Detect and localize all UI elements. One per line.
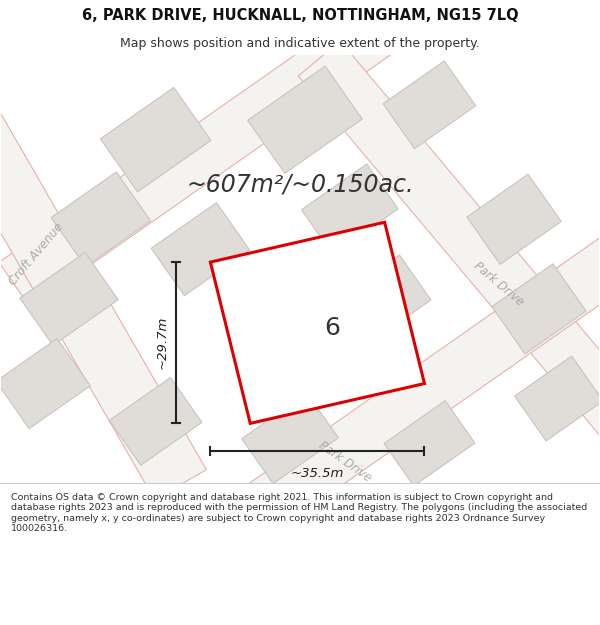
Text: ~35.5m: ~35.5m	[291, 467, 344, 479]
Polygon shape	[51, 172, 151, 267]
Text: Croft Avenue: Croft Avenue	[7, 221, 66, 288]
Text: Map shows position and indicative extent of the property.: Map shows position and indicative extent…	[120, 38, 480, 51]
Polygon shape	[384, 401, 475, 486]
Polygon shape	[248, 66, 362, 173]
Polygon shape	[338, 255, 431, 342]
Polygon shape	[151, 202, 250, 296]
Text: ~29.7m: ~29.7m	[155, 316, 168, 369]
Polygon shape	[20, 253, 118, 346]
Polygon shape	[100, 88, 211, 192]
Polygon shape	[298, 41, 600, 458]
Text: Park Drive: Park Drive	[316, 438, 374, 484]
Text: Contains OS data © Crown copyright and database right 2021. This information is : Contains OS data © Crown copyright and d…	[11, 493, 587, 533]
Polygon shape	[515, 356, 600, 441]
Text: ~607m²/~0.150ac.: ~607m²/~0.150ac.	[186, 173, 414, 196]
Text: 6, PARK DRIVE, HUCKNALL, NOTTINGHAM, NG15 7LQ: 6, PARK DRIVE, HUCKNALL, NOTTINGHAM, NG1…	[82, 8, 518, 23]
Polygon shape	[242, 393, 338, 484]
Polygon shape	[211, 222, 424, 423]
Text: 6: 6	[325, 316, 340, 340]
Polygon shape	[492, 264, 586, 354]
Polygon shape	[0, 339, 90, 429]
Polygon shape	[38, 231, 600, 625]
Polygon shape	[467, 174, 561, 264]
Polygon shape	[109, 378, 202, 465]
Polygon shape	[0, 39, 206, 499]
Polygon shape	[0, 0, 600, 307]
Polygon shape	[301, 164, 398, 254]
Polygon shape	[383, 61, 476, 149]
Text: Park Drive: Park Drive	[472, 259, 527, 309]
